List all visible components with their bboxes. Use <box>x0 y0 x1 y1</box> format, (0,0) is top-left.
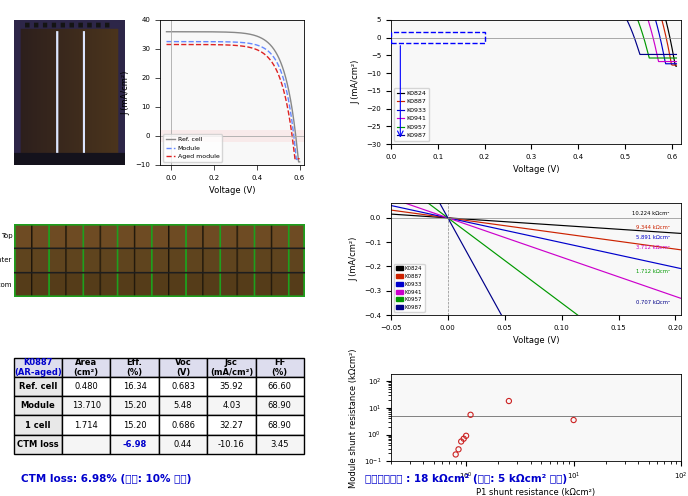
Point <box>568 416 579 424</box>
Y-axis label: Module shunt resistance (kΩcm²): Module shunt resistance (kΩcm²) <box>349 348 358 488</box>
Legend: K0824, K0887, K0933, K0941, K0957, K0987: K0824, K0887, K0933, K0941, K0957, K0987 <box>394 264 424 312</box>
Point <box>458 434 469 442</box>
Text: 5.891 kΩcm²: 5.891 kΩcm² <box>636 235 669 240</box>
Line: K0987: K0987 <box>391 0 676 55</box>
X-axis label: Voltage (V): Voltage (V) <box>513 165 559 175</box>
Ref. cell <box>178 29 186 35</box>
Ref. cell <box>215 29 224 35</box>
Ref. cell <box>259 36 267 42</box>
Line: Aged module: Aged module <box>166 45 299 159</box>
K0987 <box>636 52 644 58</box>
K0933 <box>672 61 680 67</box>
Ref. cell <box>206 29 214 35</box>
Text: 10.224 kΩcm²: 10.224 kΩcm² <box>632 210 669 216</box>
Point <box>450 450 461 458</box>
Y-axis label: J (mA/cm²): J (mA/cm²) <box>350 237 358 281</box>
Aged module <box>259 50 268 56</box>
Bar <box>391 32 484 43</box>
Legend: Ref. cell, Module, Aged module: Ref. cell, Module, Aged module <box>163 134 222 162</box>
Point <box>465 411 476 419</box>
Module <box>295 156 303 162</box>
Text: Center: Center <box>0 257 12 263</box>
K0987 <box>672 52 680 58</box>
Text: 1.712 kΩcm²: 1.712 kΩcm² <box>636 269 669 274</box>
Point <box>453 445 464 453</box>
Line: K0887: K0887 <box>391 0 676 65</box>
Point <box>455 437 466 445</box>
K0941 <box>672 59 680 64</box>
Text: 9.344 kΩcm²: 9.344 kΩcm² <box>636 225 669 230</box>
Ref. cell <box>259 36 268 42</box>
Ref. cell <box>246 31 255 37</box>
Text: 모듈선트저항 : 18 kΩcm² (목표: 5 kΩcm² 이상): 모듈선트저항 : 18 kΩcm² (목표: 5 kΩcm² 이상) <box>365 474 567 484</box>
Module <box>178 39 186 45</box>
Text: CTM loss: 6.98% (목표: 10% 이하): CTM loss: 6.98% (목표: 10% 이하) <box>21 474 191 484</box>
Module <box>259 45 268 51</box>
Aged module <box>206 42 214 48</box>
Ref. cell <box>162 29 171 35</box>
Line: K0933: K0933 <box>391 0 676 64</box>
Module <box>246 41 255 47</box>
Legend: K0824, K0887, K0933, K0941, K0957, K0987: K0824, K0887, K0933, K0941, K0957, K0987 <box>394 88 429 141</box>
Text: Bottom: Bottom <box>0 282 12 288</box>
Line: K0941: K0941 <box>391 0 676 62</box>
Aged module <box>162 42 171 48</box>
Aged module <box>291 156 299 162</box>
K0824 <box>672 63 680 69</box>
Aged module <box>246 45 255 51</box>
K0824 <box>671 63 680 69</box>
Text: 0.707 kΩcm²: 0.707 kΩcm² <box>636 301 669 306</box>
Module <box>162 39 171 45</box>
X-axis label: P1 shunt resistance (kΩcm²): P1 shunt resistance (kΩcm²) <box>477 488 596 496</box>
Line: K0957: K0957 <box>391 0 676 58</box>
K0957 <box>672 55 680 61</box>
Module <box>206 39 214 45</box>
Aged module <box>259 50 267 56</box>
Y-axis label: J (mA/cm²): J (mA/cm²) <box>121 70 130 115</box>
X-axis label: Voltage (V): Voltage (V) <box>208 186 255 195</box>
Module <box>215 39 224 45</box>
Text: Top: Top <box>1 233 12 239</box>
Y-axis label: J (mA/cm²): J (mA/cm²) <box>352 60 361 104</box>
X-axis label: Voltage (V): Voltage (V) <box>513 336 559 345</box>
Module <box>292 156 301 162</box>
Ref. cell <box>295 159 303 165</box>
K0957 <box>645 55 654 61</box>
Line: K0824: K0824 <box>391 0 676 66</box>
Point <box>460 432 471 440</box>
K0941 <box>654 59 663 64</box>
K0933 <box>662 61 670 67</box>
Aged module <box>295 156 303 162</box>
K0887 <box>672 62 680 68</box>
Aged module <box>215 42 224 48</box>
Module <box>259 44 267 50</box>
Aged module <box>178 42 186 48</box>
Point <box>504 397 515 405</box>
K0887 <box>668 62 676 68</box>
Ref. cell <box>294 159 303 165</box>
Text: 3.712 kΩcm²: 3.712 kΩcm² <box>636 245 669 249</box>
Line: Module: Module <box>166 42 299 159</box>
Bar <box>160 130 304 142</box>
Line: Ref. cell: Ref. cell <box>166 32 299 162</box>
